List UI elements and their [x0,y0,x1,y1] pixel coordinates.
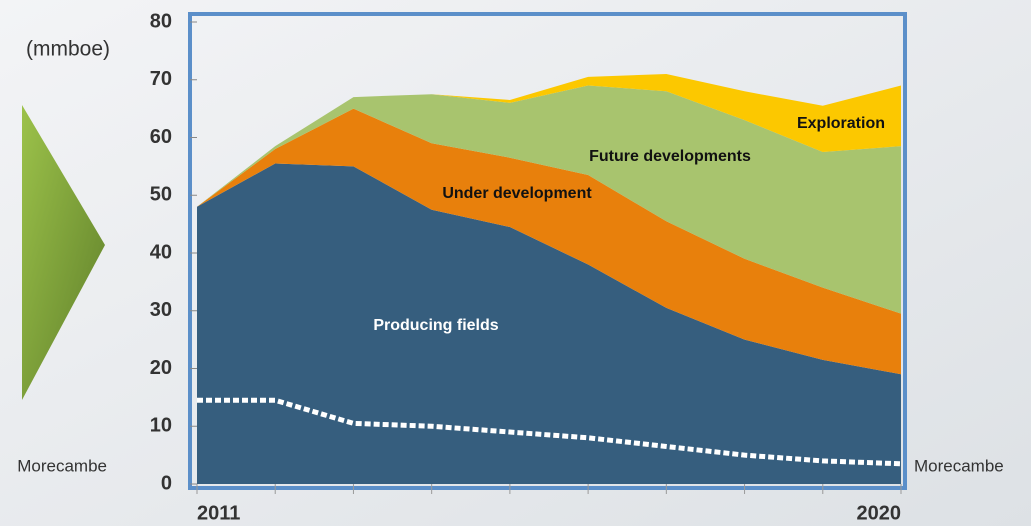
y-tick-label: 70 [150,68,172,90]
series-label: Exploration [797,115,885,132]
x-tick-label: 2020 [857,502,902,524]
series-label: Producing fields [373,317,498,334]
x-tick-label: 2011 [197,502,240,524]
line-label: Morecambe [17,456,107,475]
y-tick-label: 0 [161,472,172,494]
y-tick-label: 50 [150,184,172,206]
chart: (mmboe) 0 10 20 30 40 50 60 70 80 2011 2020 Morecam… [0,0,1031,526]
y-tick-label: 80 [150,10,172,32]
y-tick-label: 20 [150,357,172,379]
y-tick-label: 30 [150,299,172,321]
series-label: Future developments [589,148,751,165]
y-tick-label: 60 [150,126,172,148]
line-label: Morecambe [914,456,1004,475]
series-label: Under development [442,185,592,202]
y-tick-label: 10 [150,415,172,437]
y-tick-label: 40 [150,241,172,263]
y-axis-label: (mmboe) [26,38,110,61]
